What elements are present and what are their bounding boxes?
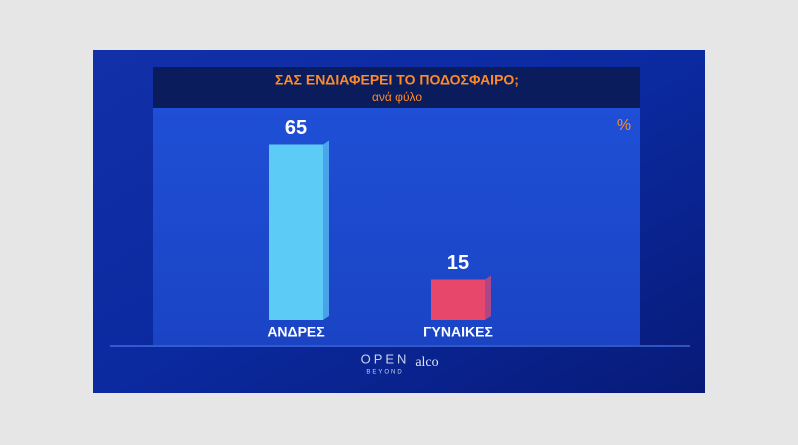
category-label: ΑΝΔΡΕΣ [267, 324, 324, 340]
value-label: 65 [285, 117, 307, 139]
category-label: ΓΥΝΑΙΚΕΣ [423, 324, 493, 340]
value-label: 15 [447, 252, 469, 274]
logo: OPEN [361, 351, 410, 366]
title-box [153, 67, 640, 108]
logo: alco [415, 355, 438, 370]
chart-title: ΣΑΣ ΕΝΔΙΑΦΕΡΕΙ ΤΟ ΠΟΔΟΣΦΑΙΡΟ; [275, 72, 519, 88]
bar [431, 279, 485, 320]
logo-sub: BEYOND [366, 370, 403, 376]
unit-label: % [617, 117, 631, 134]
chart-subtitle: ανά φύλο [372, 90, 422, 104]
bar-side [485, 275, 491, 320]
bar-side [323, 140, 329, 320]
bar [269, 144, 323, 320]
plot-area [153, 108, 640, 345]
